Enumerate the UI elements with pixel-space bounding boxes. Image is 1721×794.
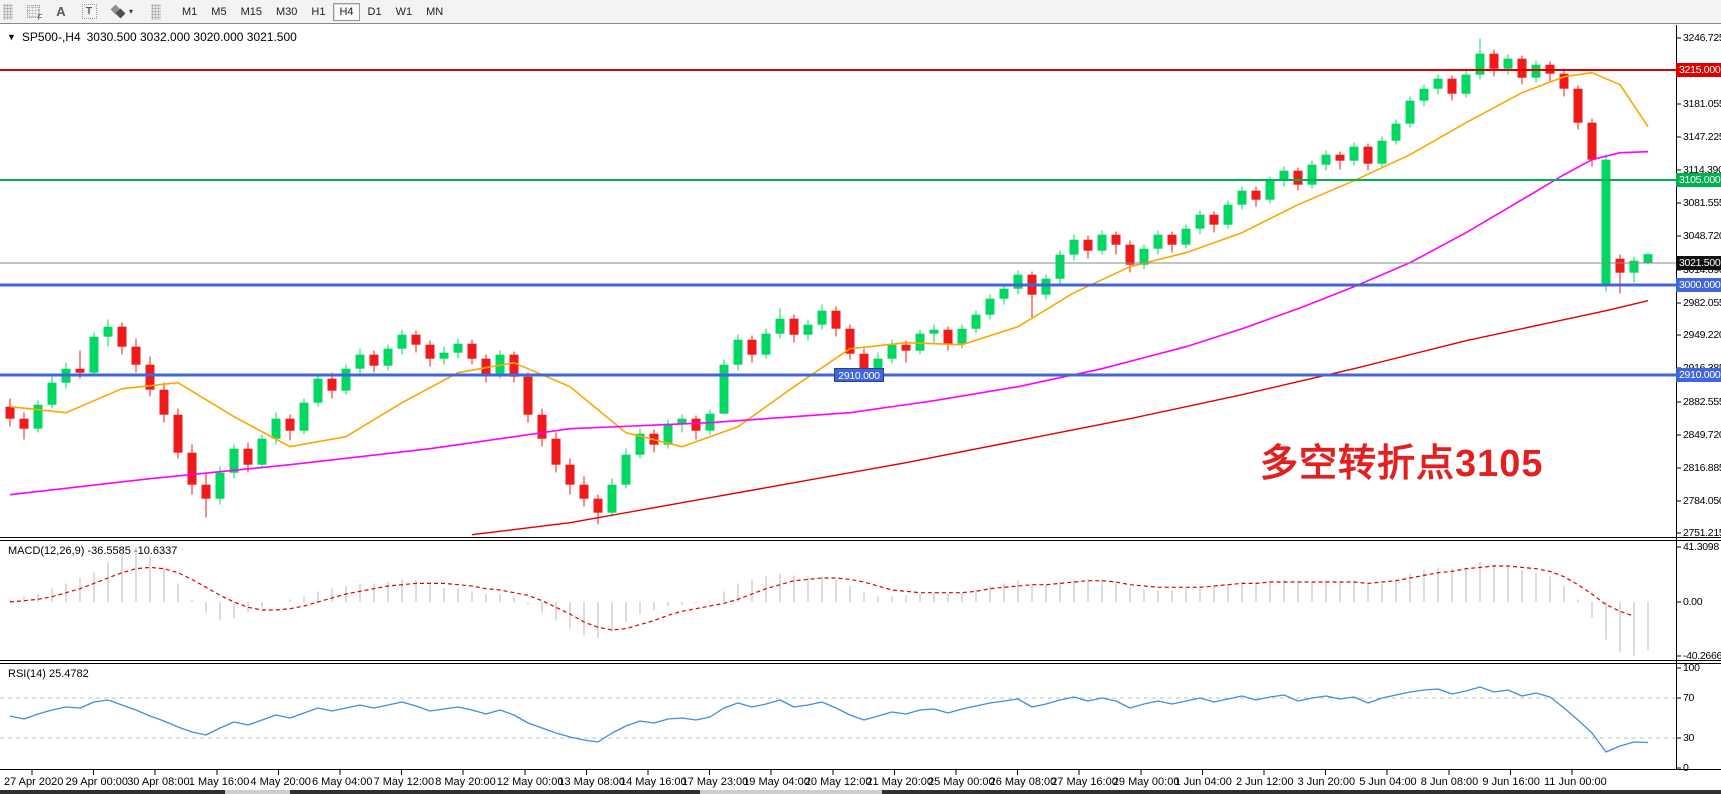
timeframe-h1-button[interactable]: H1 bbox=[311, 5, 326, 18]
time-axis-label: 29 May 00:00 bbox=[1112, 776, 1180, 788]
toolbar: F A T ▾ M1 M5 M15 M30 H1 H4 D1 W1 MN bbox=[0, 0, 1721, 24]
dropdown-caret-icon[interactable]: ▾ bbox=[128, 7, 133, 16]
price-axis-label: 2949.220 bbox=[1683, 329, 1721, 341]
current-price-badge: 3021.500 bbox=[1676, 256, 1721, 270]
time-axis-label: 4 May 20:00 bbox=[250, 776, 311, 788]
timeframe-group-drag-handle[interactable] bbox=[151, 3, 161, 20]
time-axis-label: 11 Jun 00:00 bbox=[1544, 776, 1607, 788]
price-axis-label: 3246.725 bbox=[1683, 32, 1721, 44]
timeframe-w1-button[interactable]: W1 bbox=[395, 5, 413, 18]
price-line-badge: 2910.000 bbox=[1676, 368, 1721, 382]
text-box-icon: T bbox=[81, 4, 97, 19]
time-axis-label: 29 Apr 00:00 bbox=[65, 776, 128, 788]
rsi-axis-label: 0 bbox=[1683, 762, 1689, 774]
rsi-panel-bottom-border bbox=[0, 769, 1721, 770]
time-axis-label: 12 May 00:00 bbox=[496, 776, 564, 788]
timeframe-m1-button[interactable]: M1 bbox=[182, 5, 198, 18]
timeframe-m5-button[interactable]: M5 bbox=[211, 5, 227, 18]
chart-right-border bbox=[1676, 25, 1677, 770]
timeframe-mn-button[interactable]: MN bbox=[426, 5, 444, 18]
time-axis-label: 13 May 08:00 bbox=[558, 776, 626, 788]
macd-panel-bottom-border bbox=[0, 660, 1721, 661]
main-chart-area[interactable] bbox=[0, 25, 1676, 537]
text-tool-button[interactable]: T bbox=[78, 2, 100, 22]
time-axis-label: 25 May 00:00 bbox=[928, 776, 995, 788]
scrollbar-light-segment bbox=[225, 790, 290, 794]
timeframe-m15-button[interactable]: M15 bbox=[240, 5, 262, 18]
shapes-icon bbox=[110, 4, 127, 19]
macd-axis-label: 0.00 bbox=[1683, 596, 1703, 608]
price-axis-label: 3081.555 bbox=[1683, 197, 1721, 209]
chart-title: ▼ SP500-,H4 3030.500 3032.000 3020.000 3… bbox=[7, 30, 297, 44]
main-panel-bottom-border bbox=[0, 537, 1721, 538]
macd-axis-label: -40.2666 bbox=[1683, 650, 1721, 662]
time-axis-label: 5 Jun 04:00 bbox=[1359, 776, 1417, 788]
macd-panel-top-border[interactable] bbox=[0, 540, 1721, 541]
rsi-axis-label: 100 bbox=[1683, 662, 1700, 674]
timeframe-buttons: M1 M5 M15 M30 H1 H4 D1 W1 MN bbox=[175, 2, 450, 21]
time-axis[interactable] bbox=[0, 770, 1676, 790]
price-axis-label: 2816.885 bbox=[1683, 462, 1721, 474]
price-axis-label: 2784.050 bbox=[1683, 495, 1721, 507]
symbol-caret-icon[interactable]: ▼ bbox=[7, 32, 16, 42]
rsi-panel-top-border[interactable] bbox=[0, 663, 1721, 664]
price-axis-label: 2982.055 bbox=[1683, 297, 1721, 309]
time-axis-label: 19 May 04:00 bbox=[743, 776, 810, 788]
price-axis-label: 2751.215 bbox=[1683, 527, 1721, 539]
toolbar-drag-handle[interactable] bbox=[3, 3, 13, 20]
time-axis-label: 2 Jun 12:00 bbox=[1236, 776, 1294, 788]
price-axis[interactable] bbox=[1676, 25, 1721, 770]
time-axis-label: 8 Jun 08:00 bbox=[1420, 776, 1479, 788]
time-axis-label: 30 Apr 08:00 bbox=[127, 776, 190, 788]
price-axis-label: 3147.225 bbox=[1683, 131, 1721, 143]
price-line-badge: 3105.000 bbox=[1676, 173, 1721, 187]
rsi-axis-label: 30 bbox=[1683, 732, 1695, 744]
timeframe-m30-button[interactable]: M30 bbox=[275, 5, 298, 18]
time-axis-label: 9 Jun 16:00 bbox=[1482, 776, 1540, 788]
rsi-indicator-label: RSI(14) 25.4782 bbox=[8, 668, 89, 680]
time-axis-label: 26 May 08:00 bbox=[989, 776, 1057, 788]
price-axis-label: 3048.720 bbox=[1683, 230, 1721, 242]
price-axis-label: 2849.720 bbox=[1683, 429, 1721, 441]
macd-indicator-label: MACD(12,26,9) -36.5585 -10.6337 bbox=[8, 545, 178, 557]
price-axis-label: 2882.555 bbox=[1683, 396, 1721, 408]
time-axis-label: 8 May 20:00 bbox=[435, 776, 496, 788]
time-axis-label: 17 May 23:00 bbox=[681, 776, 749, 788]
price-line-badge: 3000.000 bbox=[1676, 278, 1721, 292]
rsi-panel-area[interactable] bbox=[0, 663, 1676, 769]
time-axis-label: 27 May 16:00 bbox=[1051, 776, 1118, 788]
bottom-scrollbar-strip[interactable] bbox=[0, 790, 1721, 794]
price-line-mid-badge: 2910.000 bbox=[834, 368, 884, 382]
macd-panel-area[interactable] bbox=[0, 540, 1676, 660]
time-axis-label: 7 May 12:00 bbox=[373, 776, 435, 788]
time-axis-label: 1 Jun 04:00 bbox=[1174, 776, 1232, 788]
price-line-badge: 3215.000 bbox=[1676, 63, 1721, 77]
symbol-period-label: SP500-,H4 bbox=[21, 30, 81, 44]
shapes-tool-button[interactable]: ▾ bbox=[106, 2, 138, 22]
time-axis-label: 21 May 20:00 bbox=[866, 776, 934, 788]
time-axis-label: 27 Apr 2020 bbox=[4, 776, 64, 788]
macd-axis-label: 41.3098 bbox=[1683, 541, 1719, 553]
time-axis-label: 6 May 04:00 bbox=[312, 776, 373, 788]
indicator-grid-icon[interactable]: F bbox=[22, 2, 44, 22]
ohlc-values: 3030.500 3032.000 3020.000 3021.500 bbox=[86, 30, 297, 44]
timeframe-h4-button[interactable]: H4 bbox=[333, 2, 360, 21]
text-label-tool-button[interactable]: A bbox=[56, 4, 66, 19]
time-axis-label: 14 May 16:00 bbox=[620, 776, 687, 788]
time-axis-label: 20 May 12:00 bbox=[804, 776, 872, 788]
time-axis-label: 3 Jun 20:00 bbox=[1297, 776, 1356, 788]
timeframe-d1-button[interactable]: D1 bbox=[367, 5, 382, 18]
scrollbar-light-segment bbox=[700, 790, 882, 794]
dotted-grid-icon: F bbox=[26, 5, 43, 22]
price-axis-label: 3181.055 bbox=[1683, 98, 1721, 110]
time-axis-label: 1 May 16:00 bbox=[188, 776, 250, 788]
rsi-axis-label: 70 bbox=[1683, 692, 1695, 704]
